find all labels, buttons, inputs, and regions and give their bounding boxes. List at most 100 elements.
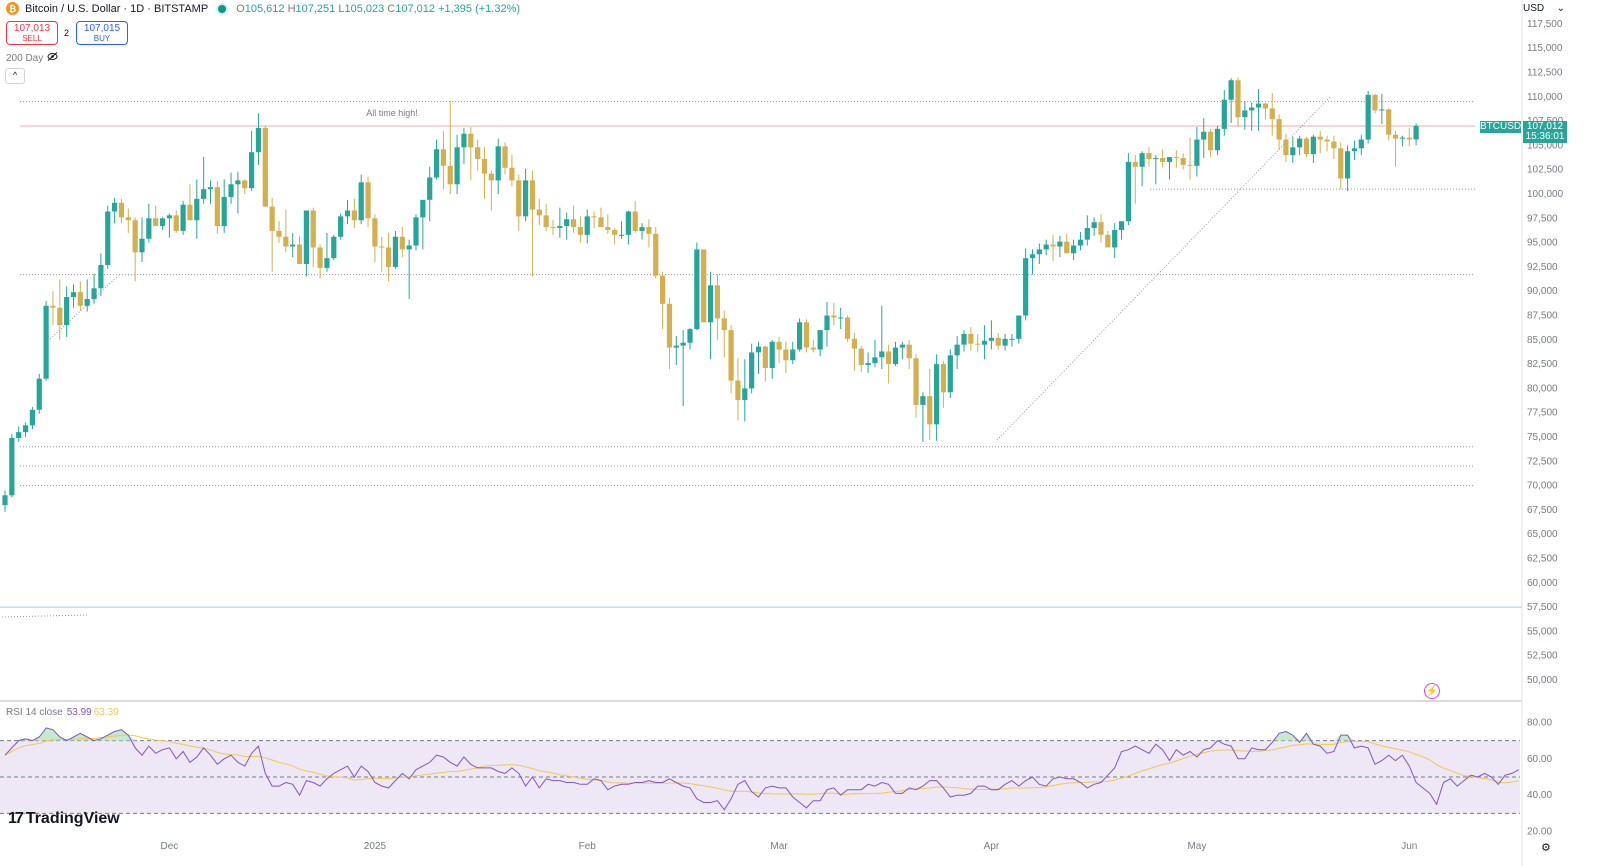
rsi-ma-line xyxy=(4,734,1519,795)
candle-body xyxy=(940,364,947,393)
candle-body xyxy=(1379,109,1385,111)
candle-body xyxy=(1399,137,1405,139)
price-tick-label: 102,500 xyxy=(1527,165,1564,176)
buy-button[interactable]: 107,015 BUY xyxy=(76,21,128,45)
candle-body xyxy=(132,220,138,253)
indicator-legend[interactable]: 200 Day xyxy=(6,52,58,64)
price-tick-label: 92,500 xyxy=(1527,262,1558,273)
candle-body xyxy=(824,315,830,331)
candle-body xyxy=(947,355,953,393)
price-tick-label: 65,000 xyxy=(1527,529,1558,540)
eye-hidden-icon[interactable] xyxy=(47,52,58,64)
candle-body xyxy=(673,345,679,348)
currency-selector[interactable]: USD ⌄ xyxy=(1523,1,1567,17)
candle-body xyxy=(70,292,77,298)
candle-body xyxy=(749,352,755,389)
candle-body xyxy=(1002,338,1008,346)
candle-body xyxy=(899,344,905,348)
candle-body xyxy=(420,199,426,218)
candle-body xyxy=(351,210,357,221)
candle-body xyxy=(1091,222,1097,229)
candle-body xyxy=(475,147,481,160)
lightning-icon[interactable]: ⚡ xyxy=(1424,683,1440,699)
rsi-tick-label: 20.00 xyxy=(1527,827,1552,838)
candle-body xyxy=(84,298,90,306)
spread-value: 2 xyxy=(64,28,70,38)
price-tick-label: 67,500 xyxy=(1527,505,1558,516)
candle-body xyxy=(1317,136,1323,140)
candle-body xyxy=(865,363,871,366)
candle-body xyxy=(1050,244,1056,247)
candle-body xyxy=(187,204,193,221)
time-tick-label: May xyxy=(1187,841,1206,852)
candle-body xyxy=(433,149,440,178)
annotation-text: All time high! xyxy=(366,108,418,118)
tradingview-icon: 17 xyxy=(8,810,24,827)
symbol-title[interactable]: Bitcoin / U.S. Dollar · 1D · BITSTAMP xyxy=(25,2,209,15)
candle-body xyxy=(139,238,145,253)
candle-body xyxy=(509,167,515,181)
candle-body xyxy=(742,388,748,401)
candle-body xyxy=(1324,139,1330,142)
candle-body xyxy=(701,249,707,323)
ohlc-values: O105,612 H107,251 L105,023 C107,012 +1,3… xyxy=(236,2,521,15)
candle-body xyxy=(1153,158,1159,160)
candle-body xyxy=(1098,222,1104,235)
candle-body xyxy=(29,409,35,426)
candle-body xyxy=(194,198,200,221)
candle-body xyxy=(112,202,118,212)
candle-body xyxy=(1194,139,1200,166)
candle-body xyxy=(1269,108,1275,120)
candle-body xyxy=(2,495,8,506)
price-tick-label: 110,000 xyxy=(1527,92,1563,103)
candle-body xyxy=(639,227,645,231)
candle-body xyxy=(1146,153,1152,160)
candle-body xyxy=(810,347,816,350)
candle-body xyxy=(1180,158,1186,165)
candle-body xyxy=(632,211,638,231)
candle-body xyxy=(9,437,15,496)
candle-body xyxy=(413,217,419,246)
candle-body xyxy=(317,247,323,268)
candle-body xyxy=(365,182,371,219)
candle-body xyxy=(481,159,488,174)
candle-body xyxy=(564,219,570,227)
candle-body xyxy=(1125,161,1131,222)
candle-body xyxy=(1351,148,1358,152)
candle-body xyxy=(1187,164,1193,166)
candle-body xyxy=(358,182,364,221)
candle-body xyxy=(488,173,494,181)
candle-body xyxy=(1372,94,1378,111)
candle-body xyxy=(591,216,597,218)
settings-icon[interactable]: ⚙ xyxy=(1541,842,1551,854)
candle-body xyxy=(1392,134,1399,139)
price-tick-label: 97,500 xyxy=(1527,213,1558,224)
stub-line xyxy=(1,614,89,618)
candle-body xyxy=(447,165,453,185)
chart-header: ₿ Bitcoin / U.S. Dollar · 1D · BITSTAMP … xyxy=(6,2,520,15)
price-tick-label: 95,000 xyxy=(1527,238,1558,249)
candle-body xyxy=(934,364,940,425)
candle-body xyxy=(927,396,933,425)
candle-body xyxy=(1023,258,1029,316)
collapse-legend-button[interactable]: ^ xyxy=(5,68,25,84)
rsi-tick-label: 40.00 xyxy=(1527,790,1552,801)
price-tick-label: 57,500 xyxy=(1527,602,1558,613)
candle-body xyxy=(1338,148,1344,179)
candle-body xyxy=(1297,138,1303,148)
candle-body xyxy=(235,180,241,185)
time-tick-label: Jun xyxy=(1401,841,1417,852)
candle-body xyxy=(180,204,186,231)
sell-button[interactable]: 107,013 SELL xyxy=(6,21,58,45)
candle-body xyxy=(303,210,309,264)
candle-body xyxy=(1139,153,1145,167)
candle-body xyxy=(776,341,782,350)
candle-body xyxy=(1173,157,1179,159)
price-tick-label: 50,000 xyxy=(1527,675,1558,686)
candle-body xyxy=(954,344,960,356)
candle-body xyxy=(646,227,652,234)
rsi-legend[interactable]: RSI 14 close 53.99 63.39 xyxy=(6,707,119,718)
candle-body xyxy=(769,341,775,368)
candle-body xyxy=(1077,239,1084,246)
